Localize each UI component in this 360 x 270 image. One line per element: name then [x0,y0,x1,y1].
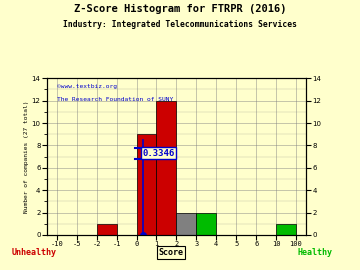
Bar [276,224,296,235]
Bar [136,134,157,235]
Bar [176,212,196,235]
Text: Healthy: Healthy [297,248,333,257]
Text: Score: Score [158,248,184,257]
Bar [96,224,117,235]
Text: Z-Score Histogram for FTRPR (2016): Z-Score Histogram for FTRPR (2016) [74,4,286,14]
Text: The Research Foundation of SUNY: The Research Foundation of SUNY [57,97,174,102]
Y-axis label: Number of companies (27 total): Number of companies (27 total) [24,100,29,213]
Text: Unhealthy: Unhealthy [12,248,57,257]
Text: Industry: Integrated Telecommunications Services: Industry: Integrated Telecommunications … [63,20,297,29]
Text: ©www.textbiz.org: ©www.textbiz.org [57,84,117,89]
Bar [196,212,216,235]
Bar [157,101,176,235]
Text: 0.3346: 0.3346 [142,149,175,158]
